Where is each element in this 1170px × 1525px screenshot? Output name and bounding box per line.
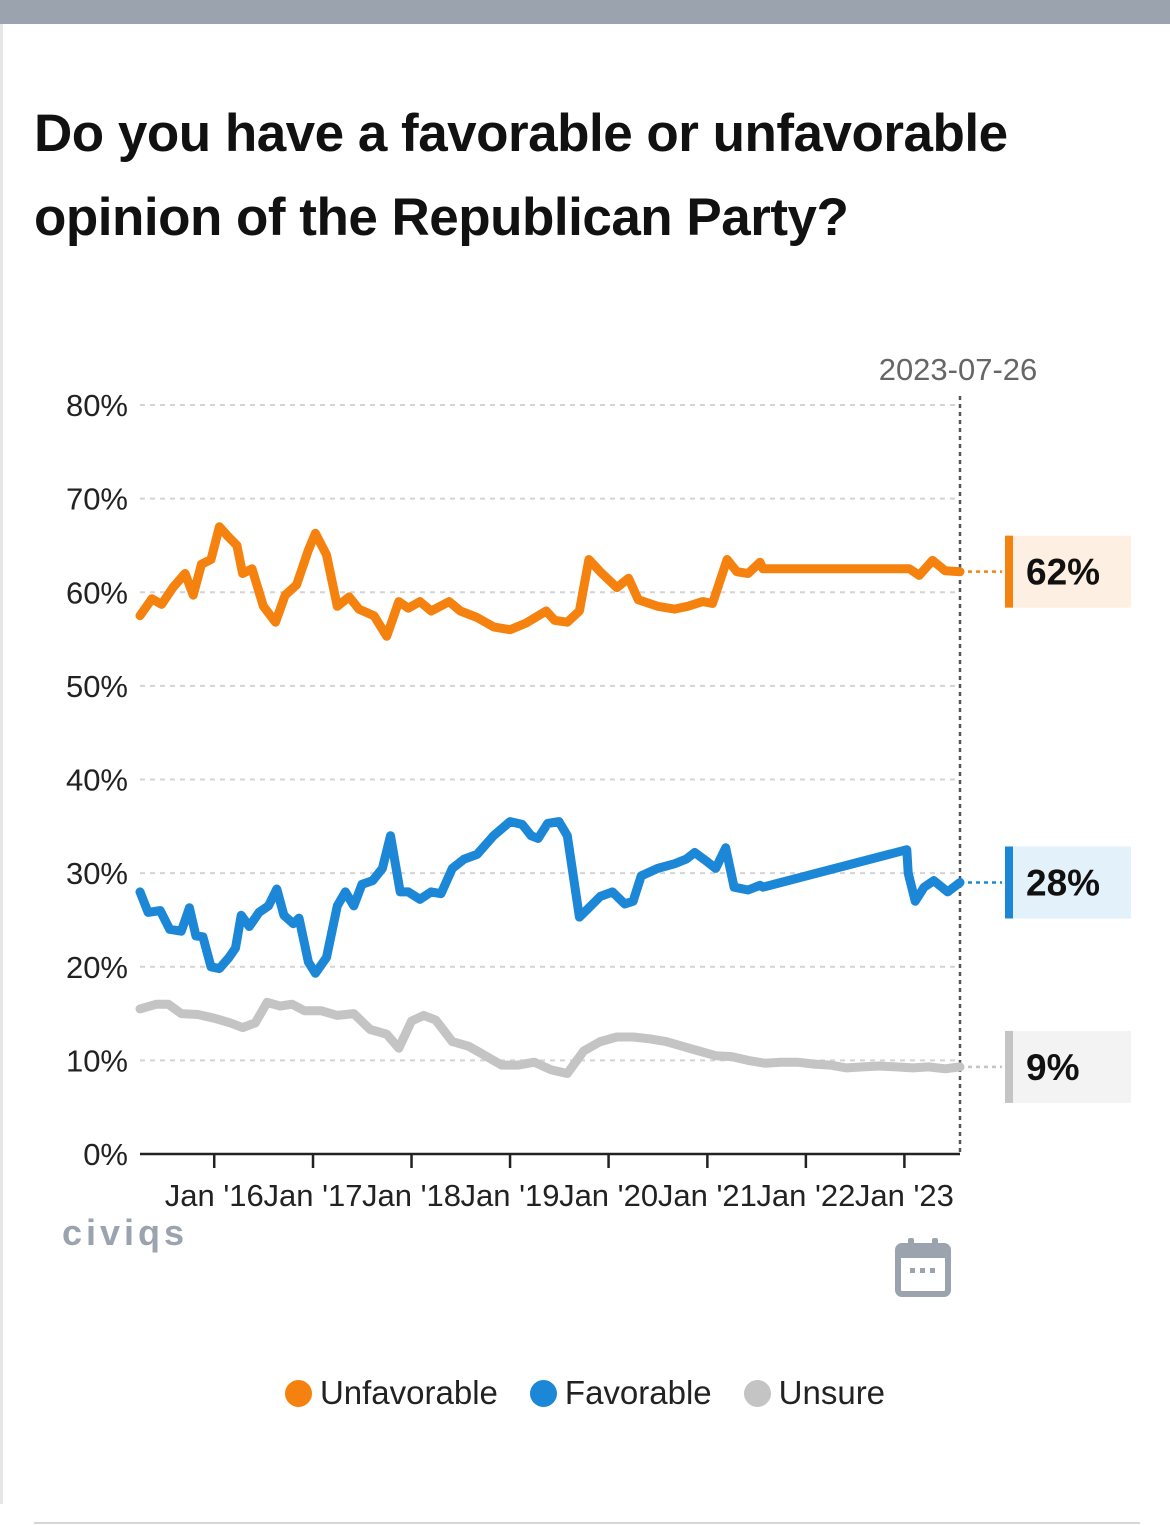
x-tick-label: Jan '18 [362,1178,461,1213]
series-line-favorable [135,817,965,978]
y-tick-label: 20% [66,950,128,985]
calendar-icon[interactable] [894,1236,952,1303]
end-label-box [1005,846,1131,919]
series-line-unfavorable [135,522,965,641]
y-tick-label: 0% [83,1137,128,1172]
x-tick-label: Jan '22 [756,1178,855,1213]
x-tick-label: Jan '17 [264,1178,363,1213]
end-label-bar [1005,1030,1013,1103]
end-label-bar [1005,846,1013,919]
y-tick-label: 30% [66,856,128,891]
legend-item-favorable[interactable]: Favorable [529,1374,712,1412]
top-bar [0,0,1170,24]
x-tick-label: Jan '20 [559,1178,658,1213]
legend-label: Favorable [564,1374,712,1411]
end-label-bar [1005,535,1013,608]
x-tick-label: Jan '21 [658,1178,757,1213]
legend-dot-favorable [529,1379,557,1407]
bottom-divider [34,1522,1140,1524]
legend-label: Unfavorable [319,1374,498,1411]
y-tick-label: 80% [66,388,128,423]
end-label-unsure: 9% [1026,1047,1079,1088]
y-tick-label: 50% [66,669,128,704]
left-divider [0,24,3,1504]
x-tick-label: Jan '16 [165,1178,264,1213]
legend-label: Unsure [778,1374,886,1411]
date-marker-label: 2023-07-26 [879,352,1038,387]
legend-dot-unsure [743,1379,771,1407]
legend-item-unfavorable[interactable]: Unfavorable [284,1374,498,1412]
legend: Unfavorable Favorable Unsure [0,1374,1170,1412]
y-tick-label: 70% [66,482,128,517]
end-label-box [1005,535,1131,608]
y-tick-label: 40% [66,763,128,798]
chart-title: Do you have a favorable or unfavorable o… [34,104,1008,247]
end-label-unfavorable: 62% [1026,552,1100,593]
x-tick-label: Jan '19 [461,1178,560,1213]
end-label-favorable: 28% [1026,862,1100,903]
x-tick-label: Jan '23 [855,1178,954,1213]
line-chart[interactable]: 0% 10% 20% 30% 40% 50% 60% 70% 80% Jan '16 Jan '17… [0,330,1170,1220]
civiqs-logo: civiqs [62,1212,189,1253]
legend-dot-unfavorable [284,1379,312,1407]
y-tick-label: 60% [66,575,128,610]
end-label-box [1005,1030,1131,1103]
y-tick-label: 10% [66,1043,128,1078]
legend-item-unsure[interactable]: Unsure [743,1374,886,1412]
series-line-unsure [135,997,965,1078]
